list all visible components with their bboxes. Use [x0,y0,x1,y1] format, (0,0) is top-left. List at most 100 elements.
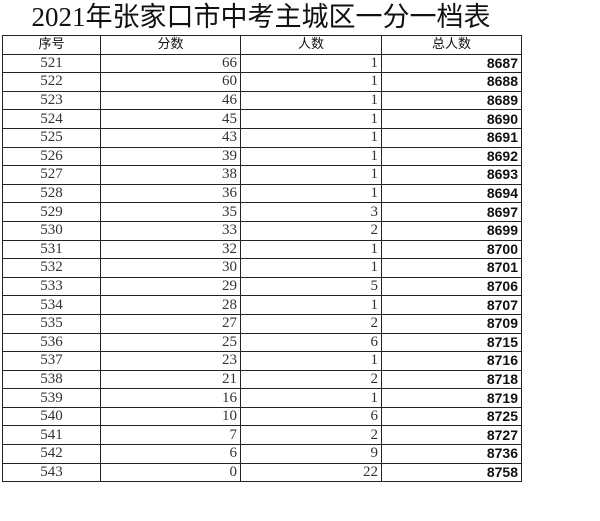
cell-count: 3 [240,202,382,222]
cell-total: 8707 [381,295,522,315]
cell-seq: 523 [2,90,101,111]
header-score: 分数 [100,35,241,55]
cell-count: 2 [240,220,382,241]
cell-total: 8700 [381,239,522,260]
cell-count: 6 [240,332,382,353]
cell-total: 8706 [381,276,522,297]
cell-count: 2 [240,369,382,390]
cell-score: 29 [100,276,241,297]
cell-score: 39 [100,146,241,167]
cell-score: 27 [100,313,241,334]
cell-total: 8694 [381,183,522,204]
cell-seq: 534 [2,295,101,315]
cell-seq: 521 [2,53,101,74]
score-table: 序号 分数 人数 总人数 521 66 1 8687 522 60 1 8688 523 46 1 8… [2,35,522,483]
cell-count: 2 [240,313,382,334]
cell-seq: 537 [2,351,101,371]
cell-seq: 525 [2,127,101,148]
cell-count: 1 [240,109,382,129]
cell-score: 45 [100,109,241,129]
cell-score: 0 [100,462,241,483]
cell-total: 8692 [381,146,522,167]
cell-count: 1 [240,239,382,260]
cell-total: 8691 [381,127,522,148]
table-row: 537 23 1 8716 [2,351,522,371]
cell-score: 10 [100,406,241,427]
cell-count: 9 [240,444,382,464]
cell-score: 35 [100,202,241,222]
cell-total: 8688 [381,72,522,92]
cell-score: 33 [100,220,241,241]
cell-count: 2 [240,425,382,446]
cell-count: 1 [240,388,382,408]
table-row: 539 16 1 8719 [2,388,522,408]
cell-total: 8758 [381,462,522,483]
cell-seq: 530 [2,220,101,241]
cell-seq: 528 [2,183,101,204]
cell-seq: 543 [2,462,101,483]
cell-total: 8693 [381,165,522,185]
cell-total: 8727 [381,425,522,446]
cell-seq: 531 [2,239,101,260]
cell-count: 1 [240,53,382,74]
cell-seq: 539 [2,388,101,408]
cell-count: 1 [240,295,382,315]
cell-score: 66 [100,53,241,74]
cell-score: 32 [100,239,241,260]
cell-score: 43 [100,127,241,148]
table-row: 534 28 1 8707 [2,295,522,315]
cell-score: 46 [100,90,241,111]
cell-count: 22 [240,462,382,483]
table-row: 527 38 1 8693 [2,165,522,185]
cell-score: 38 [100,165,241,185]
cell-total: 8697 [381,202,522,222]
cell-total: 8709 [381,313,522,334]
cell-total: 8690 [381,109,522,129]
cell-score: 60 [100,72,241,92]
table-row: 541 7 2 8727 [2,425,522,446]
table-row: 532 30 1 8701 [2,258,522,278]
cell-seq: 541 [2,425,101,446]
table-row: 535 27 2 8709 [2,313,522,334]
cell-seq: 526 [2,146,101,167]
table-row: 525 43 1 8691 [2,127,522,148]
table-row: 524 45 1 8690 [2,109,522,129]
cell-total: 8687 [381,53,522,74]
cell-total: 8689 [381,90,522,111]
cell-score: 25 [100,332,241,353]
table-row: 522 60 1 8688 [2,72,522,92]
cell-seq: 532 [2,258,101,278]
cell-total: 8701 [381,258,522,278]
cell-seq: 524 [2,109,101,129]
table-row: 542 6 9 8736 [2,444,522,464]
cell-count: 1 [240,90,382,111]
cell-total: 8736 [381,444,522,464]
cell-seq: 535 [2,313,101,334]
cell-seq: 529 [2,202,101,222]
table-row: 529 35 3 8697 [2,202,522,222]
table-row: 543 0 22 8758 [2,462,522,483]
table-row: 528 36 1 8694 [2,183,522,204]
page-title: 2021年张家口市中考主城区一分一档表 [31,2,491,32]
cell-score: 23 [100,351,241,371]
cell-seq: 542 [2,444,101,464]
cell-seq: 522 [2,72,101,92]
cell-seq: 538 [2,369,101,390]
cell-seq: 536 [2,332,101,353]
header-count: 人数 [240,35,382,55]
table-row: 538 21 2 8718 [2,369,522,390]
cell-count: 1 [240,127,382,148]
cell-count: 1 [240,165,382,185]
cell-count: 6 [240,406,382,427]
cell-total: 8719 [381,388,522,408]
cell-seq: 527 [2,165,101,185]
table-row: 533 29 5 8706 [2,276,522,297]
cell-score: 16 [100,388,241,408]
cell-count: 5 [240,276,382,297]
cell-total: 8716 [381,351,522,371]
cell-seq: 540 [2,406,101,427]
table-row: 530 33 2 8699 [2,220,522,241]
cell-score: 28 [100,295,241,315]
table-row: 531 32 1 8700 [2,239,522,260]
cell-count: 1 [240,72,382,92]
